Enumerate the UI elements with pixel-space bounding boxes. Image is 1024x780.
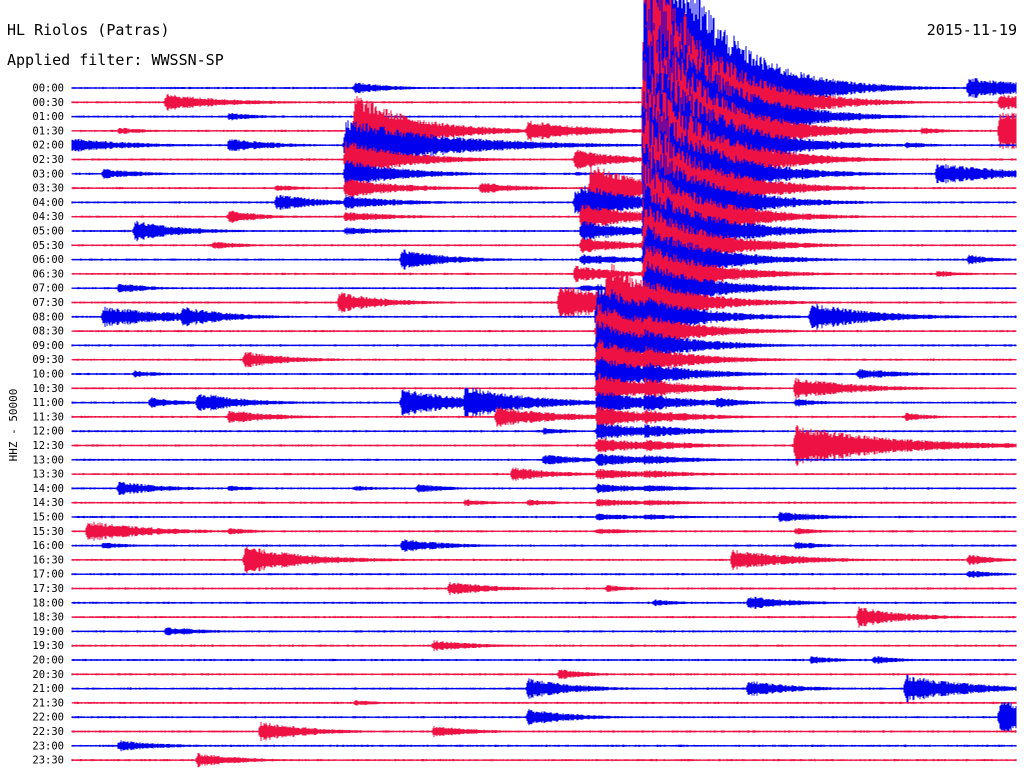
trace-line	[71, 406, 1017, 428]
trace-line	[71, 321, 1017, 370]
trace-line	[71, 627, 1017, 636]
trace-line	[71, 206, 1017, 285]
station-title: HL Riolos (Patras)	[7, 21, 170, 39]
row-time-label: 14:30	[32, 497, 64, 509]
row-time-label: 20:00	[32, 655, 64, 667]
trace-line	[71, 669, 1017, 679]
trace-line	[71, 546, 1017, 574]
row-time-label: 04:00	[32, 197, 64, 209]
row-time-label: 22:30	[32, 726, 64, 738]
row-time-label: 17:00	[32, 569, 64, 581]
row-time-label: 15:00	[32, 512, 64, 524]
row-time-label: 20:30	[32, 669, 64, 681]
trace-line	[71, 606, 1017, 628]
trace-line	[71, 144, 1017, 261]
row-time-label: 01:00	[32, 111, 64, 123]
row-time-label: 09:00	[32, 340, 64, 352]
trace-line	[71, 425, 1017, 466]
row-time-label: 04:30	[32, 211, 64, 223]
row-time-label: 13:00	[32, 454, 64, 466]
row-time-label: 10:30	[32, 383, 64, 395]
filter-label: Applied filter: WWSSN-SP	[7, 51, 224, 69]
trace-line	[71, 521, 1017, 541]
trace-line	[71, 467, 1017, 481]
row-time-label: 11:00	[32, 397, 64, 409]
date-label: 2015-11-19	[926, 21, 1017, 39]
row-time-label: 09:30	[32, 354, 64, 366]
trace-line	[71, 481, 1017, 495]
row-time-label: 12:30	[32, 440, 64, 452]
row-time-label: 05:00	[32, 226, 64, 238]
trace-line	[71, 753, 1017, 768]
row-label-group: 00:00 00:30 01:00 01:30 02:00 02:30 03:00 03:30…	[32, 83, 64, 767]
trace-line	[71, 702, 1017, 733]
trace-line	[71, 161, 1017, 273]
row-time-label: 16:00	[32, 540, 64, 552]
trace-line	[71, 674, 1017, 703]
trace-line	[71, 511, 1017, 523]
row-time-label: 17:30	[32, 583, 64, 595]
row-time-label: 21:00	[32, 683, 64, 695]
row-time-label: 21:30	[32, 697, 64, 709]
row-time-label: 02:30	[32, 154, 64, 166]
trace-line	[71, 581, 1017, 596]
row-time-label: 08:30	[32, 326, 64, 338]
row-time-label: 05:30	[32, 240, 64, 252]
row-time-label: 03:30	[32, 183, 64, 195]
row-time-label: 07:30	[32, 297, 64, 309]
row-time-label: 23:00	[32, 740, 64, 752]
trace-line	[71, 245, 1017, 303]
row-time-label: 06:00	[32, 254, 64, 266]
row-time-label: 13:30	[32, 469, 64, 481]
trace-line	[71, 596, 1017, 609]
trace-line	[71, 284, 1017, 350]
row-time-label: 22:00	[32, 712, 64, 724]
row-time-label: 19:00	[32, 626, 64, 638]
trace-line	[71, 373, 1017, 404]
trace-line	[71, 183, 1017, 279]
row-time-label: 23:30	[32, 755, 64, 767]
row-time-label: 08:00	[32, 311, 64, 323]
trace-line	[71, 263, 1017, 342]
trace-group	[71, 0, 1017, 768]
row-time-label: 02:00	[32, 140, 64, 152]
trace-line	[71, 570, 1017, 578]
row-time-label: 07:00	[32, 283, 64, 295]
trace-line	[71, 656, 1017, 664]
row-time-label: 18:00	[32, 597, 64, 609]
trace-line	[71, 62, 1017, 257]
y-axis-label: HHZ - 50000	[7, 389, 20, 462]
trace-line	[71, 700, 1017, 706]
trace-line	[71, 261, 1017, 316]
row-time-label: 00:00	[32, 83, 64, 95]
row-time-label: 06:30	[32, 268, 64, 280]
row-time-label: 00:30	[32, 97, 64, 109]
row-time-label: 01:30	[32, 125, 64, 137]
row-time-label: 19:30	[32, 640, 64, 652]
row-time-label: 16:30	[32, 554, 64, 566]
trace-line	[71, 224, 1017, 295]
row-time-label: 14:00	[32, 483, 64, 495]
row-time-label: 03:00	[32, 168, 64, 180]
row-time-label: 12:00	[32, 426, 64, 438]
trace-line	[71, 721, 1017, 742]
row-time-label: 11:30	[32, 411, 64, 423]
trace-line	[71, 356, 1017, 392]
trace-line	[71, 0, 1017, 279]
trace-line	[71, 640, 1017, 651]
row-time-label: 18:30	[32, 612, 64, 624]
trace-line	[71, 453, 1017, 466]
trace-line	[71, 539, 1017, 552]
row-time-label: 15:30	[32, 526, 64, 538]
row-time-label: 10:00	[32, 369, 64, 381]
trace-line	[71, 498, 1017, 507]
trace-line	[71, 740, 1017, 752]
trace-line	[71, 387, 1017, 418]
